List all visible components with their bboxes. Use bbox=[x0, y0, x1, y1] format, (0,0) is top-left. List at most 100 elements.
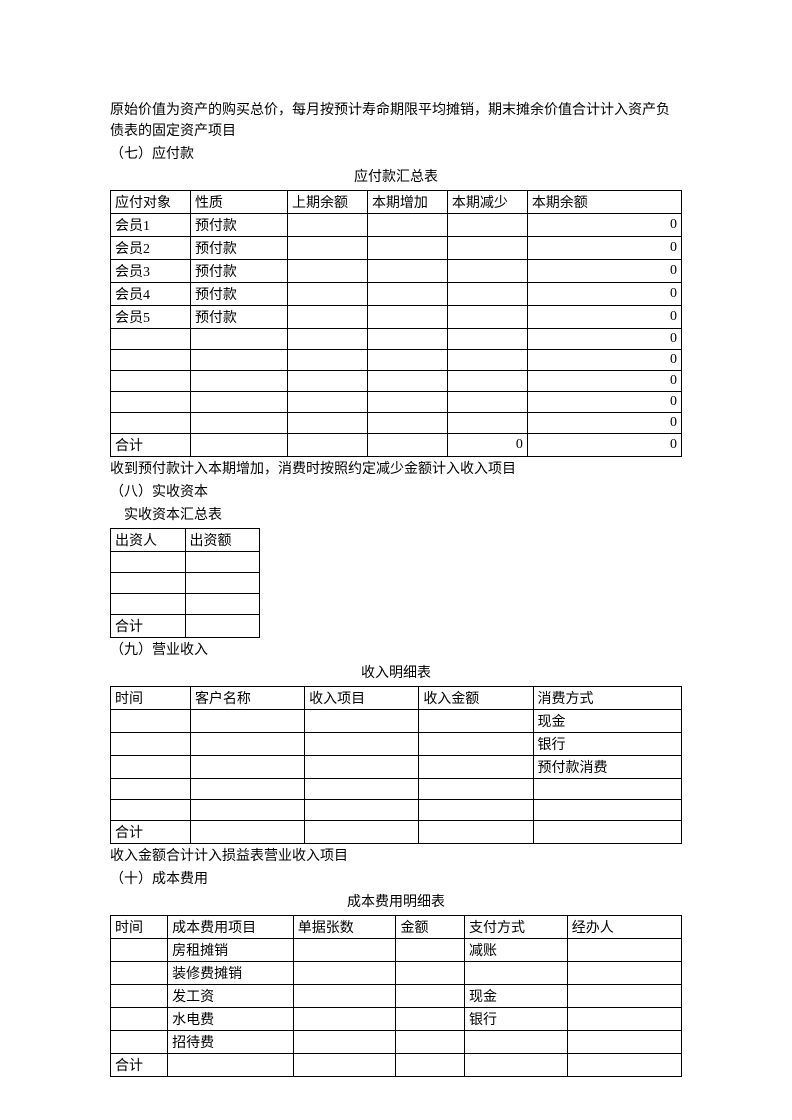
table-cell: 0 bbox=[447, 434, 527, 457]
table-cell bbox=[533, 800, 682, 821]
table-cell: 现金 bbox=[464, 985, 567, 1008]
table-cell bbox=[419, 821, 533, 844]
header-cell: 支付方式 bbox=[464, 916, 567, 939]
table-cell: 会员1 bbox=[111, 214, 191, 237]
table-cell bbox=[396, 1031, 465, 1054]
table-cell bbox=[396, 939, 465, 962]
table-cell bbox=[111, 350, 191, 371]
table-cell bbox=[293, 1008, 396, 1031]
table-cell bbox=[288, 306, 368, 329]
table-cell bbox=[293, 939, 396, 962]
table-cell: 0 bbox=[527, 306, 681, 329]
table-payables: 应付对象性质上期余额本期增加本期减少本期余额会员1预付款0会员2预付款0会员3预… bbox=[110, 190, 682, 457]
table-cell bbox=[396, 1008, 465, 1031]
table-cell bbox=[288, 392, 368, 413]
table-cell bbox=[367, 350, 447, 371]
table-cell bbox=[111, 962, 168, 985]
table-cell bbox=[447, 306, 527, 329]
section-8: （八）实收资本 bbox=[110, 482, 682, 503]
table-cell bbox=[111, 710, 191, 733]
table-cell bbox=[447, 214, 527, 237]
table-cell bbox=[305, 710, 419, 733]
table-cell bbox=[288, 371, 368, 392]
table-cell: 减账 bbox=[464, 939, 567, 962]
table-cell bbox=[447, 237, 527, 260]
table-cell: 0 bbox=[527, 260, 681, 283]
table-cell bbox=[185, 552, 260, 573]
table-cell: 合计 bbox=[111, 1054, 168, 1077]
table-cell bbox=[464, 1031, 567, 1054]
table-cell bbox=[305, 821, 419, 844]
table-cell bbox=[305, 779, 419, 800]
table-cell bbox=[367, 214, 447, 237]
table-cell bbox=[288, 214, 368, 237]
table-cell bbox=[190, 821, 304, 844]
table-cell bbox=[293, 962, 396, 985]
table-cell bbox=[293, 1031, 396, 1054]
header-cell: 本期余额 bbox=[527, 191, 681, 214]
table-cell bbox=[185, 594, 260, 615]
table-cell: 0 bbox=[527, 350, 681, 371]
table3-footer: 收入金额合计计入损益表营业收入项目 bbox=[110, 846, 682, 867]
table-cell bbox=[367, 329, 447, 350]
table-cell bbox=[419, 756, 533, 779]
header-cell: 收入项目 bbox=[305, 687, 419, 710]
table-cell bbox=[367, 306, 447, 329]
table-cell bbox=[396, 1054, 465, 1077]
table-cell: 0 bbox=[527, 392, 681, 413]
table-cell bbox=[185, 573, 260, 594]
table-cell bbox=[288, 434, 368, 457]
table-cell: 0 bbox=[527, 283, 681, 306]
table-cell bbox=[288, 329, 368, 350]
table-cell: 合计 bbox=[111, 615, 186, 638]
table-cell bbox=[190, 371, 287, 392]
table-cell bbox=[567, 1031, 681, 1054]
header-cell: 应付对象 bbox=[111, 191, 191, 214]
table-cell: 预付款消费 bbox=[533, 756, 682, 779]
table-cell: 0 bbox=[527, 329, 681, 350]
header-cell: 时间 bbox=[111, 687, 191, 710]
table-cell bbox=[367, 371, 447, 392]
table-cell bbox=[190, 800, 304, 821]
table-cell: 0 bbox=[527, 214, 681, 237]
table-cell bbox=[111, 413, 191, 434]
header-cell: 成本费用项目 bbox=[168, 916, 294, 939]
table-cell bbox=[190, 710, 304, 733]
table-cell bbox=[111, 1008, 168, 1031]
table-cell bbox=[447, 392, 527, 413]
table-cell bbox=[567, 939, 681, 962]
table-cell bbox=[367, 260, 447, 283]
header-cell: 时间 bbox=[111, 916, 168, 939]
table-cell: 房租摊销 bbox=[168, 939, 294, 962]
header-cell: 收入金额 bbox=[419, 687, 533, 710]
table-cell bbox=[567, 962, 681, 985]
table-cell bbox=[190, 392, 287, 413]
header-cell: 经办人 bbox=[567, 916, 681, 939]
table-cell bbox=[567, 1008, 681, 1031]
table-cell bbox=[190, 779, 304, 800]
intro-text: 原始价值为资产的购买总价，每月按预计寿命期限平均摊销，期末摊余价值合计计入资产负… bbox=[110, 100, 682, 142]
header-cell: 出资额 bbox=[185, 529, 260, 552]
table-cell: 合计 bbox=[111, 821, 191, 844]
table-cell bbox=[288, 237, 368, 260]
table-cell bbox=[111, 371, 191, 392]
table-cell: 0 bbox=[527, 434, 681, 457]
table-cell: 0 bbox=[527, 237, 681, 260]
table-cell bbox=[447, 283, 527, 306]
table1-title: 应付款汇总表 bbox=[110, 167, 682, 188]
table-cell bbox=[111, 939, 168, 962]
table-cell: 招待费 bbox=[168, 1031, 294, 1054]
table-cell: 预付款 bbox=[190, 260, 287, 283]
table-cell bbox=[190, 329, 287, 350]
table4-title: 成本费用明细表 bbox=[110, 892, 682, 913]
table-cell bbox=[293, 1054, 396, 1077]
table-cell: 0 bbox=[527, 413, 681, 434]
table-cell: 会员4 bbox=[111, 283, 191, 306]
table-cell bbox=[567, 1054, 681, 1077]
table-cell: 装修费摊销 bbox=[168, 962, 294, 985]
table-cell bbox=[111, 985, 168, 1008]
table-cell bbox=[447, 260, 527, 283]
table-cell bbox=[533, 779, 682, 800]
table-cell bbox=[111, 733, 191, 756]
table-cell bbox=[464, 962, 567, 985]
